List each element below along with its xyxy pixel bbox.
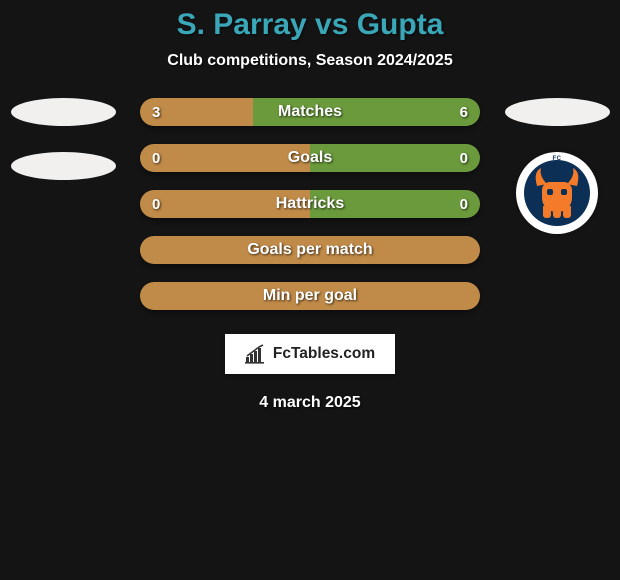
player1-badge-1 — [11, 98, 116, 126]
subtitle: Club competitions, Season 2024/2025 — [0, 52, 620, 70]
right-badges: FCGOA — [502, 98, 612, 234]
club-face-icon — [542, 182, 572, 212]
source-logo-text: FcTables.com — [273, 345, 375, 363]
stat-bar: Min per goal — [140, 282, 480, 310]
player1-badge-2 — [11, 152, 116, 180]
club-badge-inner — [524, 160, 590, 226]
stat-bar: Hattricks00 — [140, 190, 480, 218]
bars-icon — [245, 344, 269, 364]
bar-right-segment — [253, 98, 480, 126]
left-badges — [8, 98, 118, 206]
content: FCGOA Matches36 Goals00 Hattricks00 Goals p… — [0, 98, 620, 412]
source-logo: FcTables.com — [225, 334, 395, 374]
page-title: S. Parray vs Gupta — [0, 0, 620, 42]
bar-right-segment — [310, 190, 480, 218]
stat-bar: Goals per match — [140, 236, 480, 264]
stat-bar: Goals00 — [140, 144, 480, 172]
player2-badge-1 — [505, 98, 610, 126]
club-badge-fcgoa: FCGOA — [516, 152, 598, 234]
bar-left-segment — [140, 98, 253, 126]
stat-bar: Matches36 — [140, 98, 480, 126]
date-text: 4 march 2025 — [0, 394, 620, 412]
bar-right-segment — [310, 144, 480, 172]
stat-bars: Matches36 Goals00 Hattricks00 Goals per mat… — [140, 98, 480, 310]
bar-left-segment — [140, 190, 310, 218]
bar-left-segment — [140, 282, 480, 310]
bar-left-segment — [140, 144, 310, 172]
comparison-card: S. Parray vs Gupta Club competitions, Se… — [0, 0, 620, 580]
bar-left-segment — [140, 236, 480, 264]
